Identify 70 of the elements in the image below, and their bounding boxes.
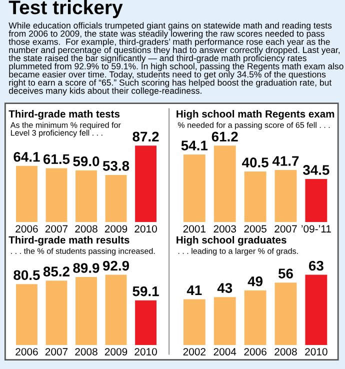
x-tick-label: 2007: [45, 225, 68, 233]
x-tick-label: 2003: [214, 225, 236, 233]
x-tick-label: 2005: [244, 225, 266, 233]
chart-title: Third-grade math results: [8, 236, 130, 246]
x-tick-label: ’09-’11: [302, 225, 331, 233]
x-tick-label: 2001: [183, 225, 206, 233]
data-label: 85.2: [43, 266, 70, 276]
chart-subtitle: . . . the % of students passing increased.: [11, 248, 155, 256]
data-label: 92.9: [102, 260, 130, 271]
x-tick-label: 2006: [16, 348, 38, 356]
bar: [183, 299, 206, 346]
data-label: 41: [186, 285, 202, 296]
x-tick-label: 2010: [305, 348, 328, 356]
x-tick-label: 2008: [75, 348, 98, 356]
data-label: 56: [278, 268, 293, 278]
x-tick-label: 2008: [274, 348, 297, 356]
text: While education officials trumpeted giant gains on statewide math and reading tests from 2006 to 2009, the state was steadily lowering the raw scores needed to pass those exams. For example, third-graders’ math performance rose each year as the number and percentage of questions they had to answer correctly dropped. Last year, the state raised the bar significantly — and third-grade math proficiency rates plummeted from 92.9% to 59.1%. In high school, passing the Regents math exam also became easier over time. Today, students need to get only 34.5% of the questions right to earn a score of “65.” Such scoring has helped boost the graduation rate, but deceives many kids about their college-readiness.: [8, 22, 344, 96]
x-tick-label: 2004: [214, 348, 236, 356]
data-label: 61.5: [43, 154, 70, 164]
x-tick-label: 2010: [134, 348, 157, 356]
data-label: 87.2: [132, 132, 159, 142]
bar: [214, 297, 236, 346]
chart-title: High school graduates: [176, 236, 286, 246]
text: Test trickery: [8, 0, 123, 18]
bar: [76, 277, 97, 346]
chart-subtitle: . . . leading to a larger % of grads.: [178, 248, 298, 256]
bar: [105, 174, 127, 222]
bar: [214, 146, 236, 222]
data-label: 89.9: [73, 263, 100, 273]
chart-subtitle: As the minimum % required for Level 3 proficiency fell . . .: [10, 122, 121, 138]
bar: [135, 146, 156, 222]
bar: [135, 300, 156, 346]
data-label: 49: [248, 276, 263, 286]
x-tick-label: 2009: [104, 225, 128, 233]
bar: [274, 170, 297, 222]
x-tick-label: 2006: [244, 348, 266, 356]
chart-subtitle: % needed for a passing score of 65 fell . . .: [178, 122, 330, 130]
data-label: 61.2: [212, 132, 238, 142]
x-tick-label: 2006: [16, 225, 38, 233]
bar: [274, 282, 297, 346]
bar: [46, 280, 68, 346]
data-label: 40.5: [242, 158, 268, 168]
chart-title: High school math Regents exam: [176, 110, 334, 120]
data-label: 80.5: [14, 270, 40, 280]
x-tick-label: 2009: [104, 348, 128, 356]
x-tick-label: 2008: [75, 225, 98, 233]
data-label: 64.1: [14, 152, 40, 162]
data-label: 59.0: [73, 156, 100, 166]
bar: [16, 166, 38, 222]
bar: [305, 179, 328, 222]
bar: [244, 290, 266, 346]
bar: [46, 168, 68, 222]
data-label: 41.7: [272, 156, 299, 166]
data-label: 34.5: [302, 165, 330, 175]
x-tick-label: 2007: [45, 348, 68, 356]
chart-title: Third-grade math tests: [8, 110, 120, 120]
data-label: 53.8: [102, 160, 130, 171]
bar: [183, 154, 206, 222]
data-label: 63: [308, 260, 324, 271]
x-tick-label: 2010: [134, 225, 157, 233]
bar: [16, 284, 38, 346]
bar: [244, 172, 266, 222]
bar: [105, 274, 127, 346]
x-tick-label: 2007: [274, 225, 297, 233]
x-tick-label: 2002: [183, 348, 206, 356]
bar: [76, 170, 97, 222]
data-label: 54.1: [181, 140, 208, 150]
bar: [305, 274, 328, 346]
data-label: 59.1: [132, 286, 159, 296]
data-label: 43: [217, 283, 232, 293]
